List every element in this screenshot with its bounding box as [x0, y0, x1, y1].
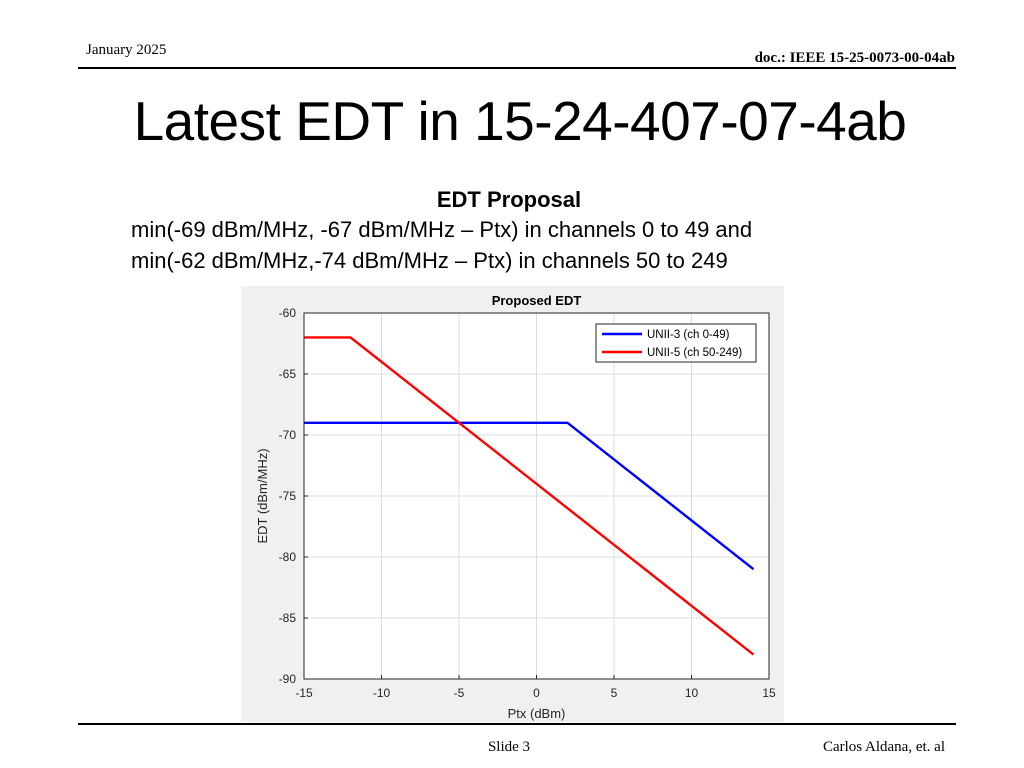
series-layer — [304, 336, 755, 656]
x-axis-label: Ptx (dBm) — [508, 706, 566, 721]
slide-title: Latest EDT in 15-24-407-07-4ab — [133, 90, 907, 152]
header-doc-id: doc.: IEEE 15-25-0073-00-04ab — [754, 50, 955, 66]
y-tick-label: -90 — [279, 672, 297, 686]
series-line-1 — [304, 421, 755, 571]
footer-rule — [78, 723, 956, 725]
y-axis-label: EDT (dBm/MHz) — [255, 448, 270, 543]
y-tick-label: -60 — [279, 306, 297, 320]
x-tick-label: 5 — [611, 686, 618, 700]
edt-chart: -15 -10 -5 0 5 10 15 -60 -65 -70 -75 -80 -85 -90 Prop… — [241, 286, 784, 722]
y-tick-label: -75 — [279, 489, 297, 503]
legend: UNII-3 (ch 0-49) UNII-5 (ch 50-249) — [595, 323, 757, 363]
slide-number: Slide 3 — [487, 739, 531, 755]
x-tick-label: -15 — [295, 686, 313, 700]
chart-svg: -15 -10 -5 0 5 10 15 -60 -65 -70 -75 -80 -85 -90 Prop… — [255, 293, 776, 721]
chart-title: Proposed EDT — [492, 293, 582, 308]
proposal-line-2: min(-62 dBm/MHz,-74 dBm/MHz – Ptx) in ch… — [131, 248, 728, 273]
proposal-heading: EDT Proposal — [436, 187, 582, 212]
y-tick-label: -85 — [279, 611, 297, 625]
x-tick-label: 15 — [762, 686, 776, 700]
y-tick-label: -70 — [279, 428, 297, 442]
x-tick-label: -5 — [454, 686, 465, 700]
x-tick-label: 0 — [533, 686, 540, 700]
x-tick-label: 10 — [685, 686, 699, 700]
legend-box — [595, 323, 757, 363]
y-tick-label: -65 — [279, 367, 297, 381]
series-line-2 — [304, 336, 755, 656]
proposal-line-1: min(-69 dBm/MHz, -67 dBm/MHz – Ptx) in c… — [131, 217, 753, 242]
header-rule — [78, 67, 956, 69]
y-tick-label: -80 — [279, 550, 297, 564]
footer-author: Carlos Aldana, et. al — [822, 739, 945, 755]
legend-label-2: UNII-5 (ch 50-249) — [647, 347, 742, 359]
header-date: January 2025 — [86, 42, 167, 58]
legend-label-1: UNII-3 (ch 0-49) — [647, 329, 730, 341]
tick-layer: -15 -10 -5 0 5 10 15 -60 -65 -70 -75 -80 -85 -90 — [279, 306, 776, 700]
x-tick-label: -10 — [373, 686, 391, 700]
